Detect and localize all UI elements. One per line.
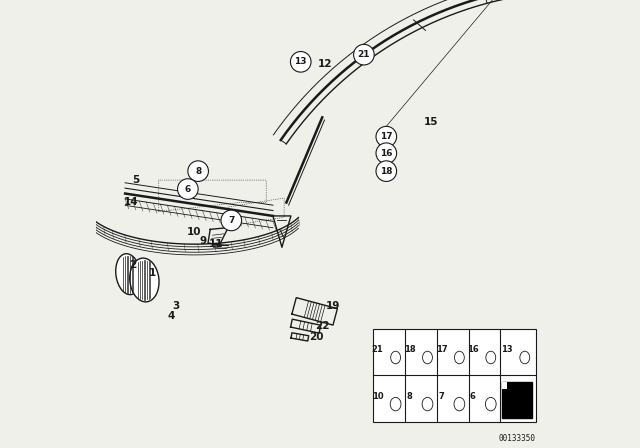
Circle shape [376,143,397,164]
Circle shape [376,126,397,147]
Text: 6: 6 [185,185,191,194]
Text: 8: 8 [195,167,201,176]
Bar [502,382,532,418]
Text: 18: 18 [380,167,392,176]
Text: 7: 7 [438,392,444,401]
Text: 5: 5 [132,175,139,185]
Text: 14: 14 [124,198,138,207]
Text: 13: 13 [294,57,307,66]
Ellipse shape [130,258,159,302]
Text: 4: 4 [168,311,175,321]
Ellipse shape [116,254,141,295]
Text: 6: 6 [470,392,476,401]
Circle shape [376,161,397,181]
Text: 3: 3 [172,301,179,310]
Circle shape [354,44,374,65]
Text: 16: 16 [380,149,392,158]
Text: 21: 21 [358,50,370,59]
Text: 7: 7 [228,216,234,225]
Text: 00133350: 00133350 [499,434,536,443]
Circle shape [291,52,311,72]
Text: 19: 19 [325,301,340,310]
Text: 16: 16 [467,345,479,354]
Text: 21: 21 [372,345,383,354]
Bar [502,382,508,389]
Text: 17: 17 [436,345,447,354]
Text: 17: 17 [380,132,392,141]
Text: 2: 2 [129,260,136,270]
Text: 8: 8 [406,392,412,401]
Text: 22: 22 [315,321,330,331]
Circle shape [221,210,242,231]
Circle shape [177,179,198,199]
Text: 9: 9 [199,236,206,246]
Circle shape [188,161,209,181]
Bar [373,329,536,422]
Text: 10: 10 [186,227,201,237]
Text: 20: 20 [309,332,324,342]
Text: 15: 15 [424,117,438,127]
Text: 1: 1 [148,268,156,278]
Text: 18: 18 [404,345,415,354]
Text: 10: 10 [372,392,383,401]
Text: 11: 11 [209,239,223,249]
Text: 13: 13 [501,345,513,354]
Text: 12: 12 [318,59,333,69]
